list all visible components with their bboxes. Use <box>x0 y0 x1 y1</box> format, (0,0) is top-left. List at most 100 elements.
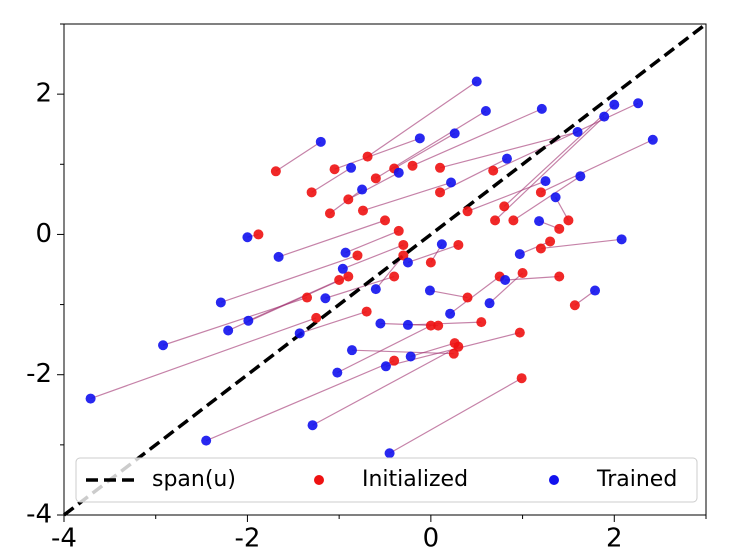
point <box>516 373 527 384</box>
trajectory <box>389 377 522 454</box>
point <box>223 325 234 336</box>
point <box>311 312 322 323</box>
point <box>575 171 586 182</box>
point <box>550 192 561 203</box>
point <box>302 292 313 303</box>
point <box>357 184 368 195</box>
legend-label: Trained <box>596 467 677 492</box>
x-tick-label: -4 <box>51 524 77 554</box>
point <box>346 162 357 173</box>
point <box>569 300 580 311</box>
point <box>590 285 601 296</box>
trajectory <box>410 342 455 358</box>
point <box>343 271 354 282</box>
point <box>384 448 395 459</box>
point <box>414 133 425 144</box>
point <box>346 345 357 356</box>
point <box>535 187 546 198</box>
trajectory <box>393 132 456 170</box>
point <box>572 127 583 138</box>
point <box>393 225 404 236</box>
trajectory <box>278 219 386 258</box>
point <box>253 229 264 240</box>
point <box>340 247 351 258</box>
point <box>393 167 404 178</box>
point <box>616 234 627 245</box>
legend: span(u) Initialized Trained <box>75 457 698 503</box>
point <box>362 151 373 162</box>
point <box>433 320 444 331</box>
trajectory <box>205 360 395 442</box>
point <box>389 355 400 366</box>
point <box>294 328 305 339</box>
point <box>446 177 457 188</box>
point <box>462 292 473 303</box>
point <box>270 166 281 177</box>
trajectory <box>90 317 317 400</box>
point <box>343 194 354 205</box>
point <box>534 216 545 227</box>
y-tick-label: 0 <box>35 219 52 249</box>
point <box>380 215 390 226</box>
point <box>514 327 525 338</box>
point <box>201 435 212 446</box>
point <box>389 271 400 282</box>
trajectory <box>429 289 468 299</box>
point <box>307 420 318 431</box>
y-tick-label: -2 <box>26 359 52 389</box>
point <box>517 268 528 279</box>
trajectory <box>345 230 399 254</box>
point <box>445 308 456 319</box>
point <box>449 128 460 139</box>
trajectory <box>162 296 308 346</box>
point <box>242 232 253 243</box>
point <box>380 361 391 372</box>
point <box>424 285 435 296</box>
x-tick-label: 0 <box>423 524 440 554</box>
point <box>320 293 331 304</box>
trajectory <box>220 254 358 304</box>
point <box>453 239 464 250</box>
point <box>536 103 547 114</box>
point <box>535 243 546 254</box>
trajectory <box>367 81 478 158</box>
trajectory <box>312 346 459 426</box>
trajectory <box>407 321 482 326</box>
trajectory <box>362 181 452 212</box>
point <box>329 164 340 175</box>
point <box>324 208 335 219</box>
point <box>402 319 413 330</box>
point <box>609 99 620 110</box>
trajectory <box>449 276 501 315</box>
trajectory <box>311 167 352 193</box>
point <box>462 206 473 217</box>
point <box>488 165 499 176</box>
legend-swatch <box>549 475 559 485</box>
point <box>449 338 460 349</box>
point <box>357 205 368 216</box>
point <box>334 275 345 286</box>
point <box>647 134 658 145</box>
point <box>361 306 372 317</box>
trajectory <box>337 325 432 374</box>
point <box>85 393 96 404</box>
point <box>352 250 363 261</box>
trajectory <box>513 175 581 221</box>
trajectory <box>540 238 622 250</box>
point <box>407 160 418 171</box>
point <box>370 173 381 184</box>
point <box>501 153 512 164</box>
point <box>425 320 436 331</box>
point <box>158 340 169 351</box>
x-tick-label: 2 <box>606 524 623 554</box>
point <box>375 318 386 329</box>
point <box>471 76 482 87</box>
x-tick-label: -2 <box>234 524 260 554</box>
point <box>398 239 409 250</box>
point <box>435 187 446 198</box>
trajectory <box>248 279 340 322</box>
point <box>563 215 574 226</box>
point <box>633 98 644 109</box>
point <box>448 348 459 359</box>
